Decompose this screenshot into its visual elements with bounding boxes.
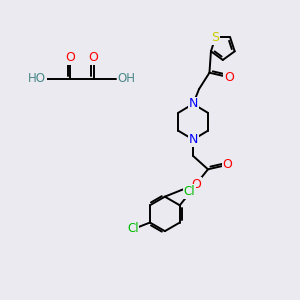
- Text: HO: HO: [28, 72, 46, 85]
- Text: O: O: [222, 158, 232, 171]
- Text: O: O: [65, 51, 75, 64]
- Text: O: O: [224, 71, 234, 84]
- Text: S: S: [212, 31, 220, 44]
- Text: Cl: Cl: [127, 222, 139, 235]
- Text: O: O: [88, 51, 98, 64]
- Text: O: O: [191, 178, 201, 191]
- Text: OH: OH: [117, 72, 135, 85]
- Text: N: N: [188, 133, 198, 146]
- Text: Cl: Cl: [184, 185, 195, 198]
- Text: N: N: [188, 98, 198, 110]
